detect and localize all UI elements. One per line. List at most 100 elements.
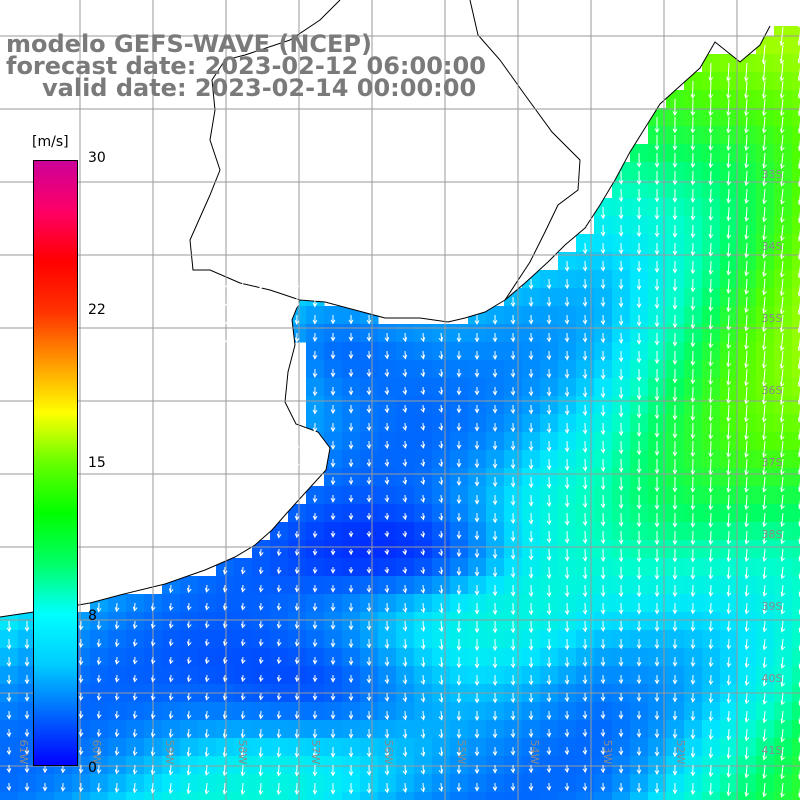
wind-arrow bbox=[276, 584, 282, 593]
wind-arrow bbox=[222, 746, 228, 758]
wind-arrow bbox=[690, 530, 696, 546]
wind-arrow bbox=[636, 170, 642, 185]
wind-arrow bbox=[654, 386, 660, 402]
wind-arrow bbox=[366, 602, 372, 613]
wind-arrow bbox=[618, 422, 624, 437]
wind-arrow bbox=[96, 638, 102, 648]
wind-arrow bbox=[726, 782, 732, 797]
wind-arrow bbox=[780, 80, 785, 99]
wind-arrow bbox=[420, 746, 426, 757]
wind-arrow bbox=[222, 782, 228, 795]
wind-arrow bbox=[492, 350, 498, 361]
wind-arrow bbox=[240, 692, 246, 701]
wind-arrow bbox=[546, 494, 552, 508]
wind-arrow bbox=[636, 746, 642, 757]
wind-arrow bbox=[744, 440, 749, 458]
wind-arrow bbox=[456, 494, 462, 505]
wind-arrow bbox=[24, 638, 30, 650]
wind-arrow bbox=[114, 764, 120, 775]
longitude-label: 60W bbox=[90, 740, 103, 765]
wind-arrow bbox=[348, 350, 354, 360]
wind-speed-cell bbox=[792, 306, 800, 325]
wind-arrow bbox=[420, 476, 426, 486]
wind-speed-cell bbox=[342, 792, 361, 800]
latitude-label: 41S bbox=[762, 744, 783, 757]
wind-arrow bbox=[582, 782, 588, 792]
wind-arrow bbox=[708, 674, 714, 686]
wind-arrow bbox=[384, 368, 390, 378]
wind-arrow bbox=[528, 530, 534, 543]
wind-arrow bbox=[618, 566, 624, 580]
wind-speed-cell bbox=[792, 270, 800, 289]
wind-arrow bbox=[294, 764, 300, 777]
wind-arrow bbox=[474, 764, 480, 775]
wind-arrow bbox=[312, 332, 318, 342]
wind-arrow bbox=[366, 710, 372, 720]
wind-arrow bbox=[222, 584, 228, 593]
wind-speed-cell bbox=[792, 108, 800, 127]
wind-arrow bbox=[456, 710, 462, 722]
wind-arrow bbox=[708, 746, 714, 759]
wind-arrow bbox=[330, 548, 336, 556]
wind-arrow bbox=[474, 602, 480, 615]
wind-arrow bbox=[690, 782, 696, 796]
wind-arrow bbox=[600, 728, 606, 738]
wind-arrow bbox=[366, 566, 372, 574]
wind-arrow bbox=[726, 710, 732, 723]
wind-arrow bbox=[744, 782, 750, 797]
wind-arrow bbox=[600, 422, 606, 436]
wind-arrow bbox=[456, 386, 462, 396]
wind-arrow bbox=[582, 332, 588, 343]
wind-arrow bbox=[330, 368, 336, 378]
wind-arrow bbox=[726, 296, 732, 313]
wind-arrow bbox=[240, 602, 246, 611]
wind-arrow bbox=[528, 656, 534, 669]
wind-arrow bbox=[312, 404, 318, 415]
wind-arrow bbox=[78, 656, 84, 666]
wind-arrow bbox=[438, 710, 444, 721]
wind-arrow bbox=[600, 458, 606, 473]
wind-arrow bbox=[546, 512, 552, 526]
wind-speed-cell bbox=[504, 792, 523, 800]
wind-arrow bbox=[78, 620, 84, 631]
wind-arrow bbox=[294, 314, 300, 325]
wind-arrow bbox=[276, 602, 282, 611]
wind-arrow bbox=[744, 386, 749, 405]
wind-speed-cell bbox=[594, 792, 613, 800]
wind-arrow bbox=[330, 656, 336, 666]
wind-arrow bbox=[762, 404, 767, 423]
wind-arrow bbox=[690, 404, 696, 421]
wind-arrow bbox=[96, 674, 102, 683]
wind-arrow bbox=[654, 548, 660, 563]
wind-arrow bbox=[348, 404, 354, 414]
wind-arrow bbox=[528, 494, 534, 507]
latitude-labels: 33S 34S 35S 36S 37S 38S 39S 40S 41S bbox=[762, 168, 783, 757]
wind-arrow bbox=[132, 674, 138, 683]
wind-arrow bbox=[258, 656, 264, 665]
wind-arrow bbox=[762, 638, 768, 651]
wind-arrow bbox=[204, 728, 210, 739]
wind-arrow bbox=[546, 746, 552, 756]
wind-arrow bbox=[726, 242, 732, 258]
wind-arrow bbox=[546, 692, 552, 703]
wind-arrow bbox=[582, 386, 588, 398]
wind-arrow bbox=[294, 620, 300, 630]
wind-arrow bbox=[798, 139, 800, 152]
wind-arrow bbox=[726, 638, 732, 650]
wind-arrow bbox=[294, 584, 300, 593]
wind-arrow bbox=[690, 80, 696, 99]
wind-arrow bbox=[708, 476, 714, 493]
wind-arrow bbox=[276, 656, 282, 665]
wind-arrow bbox=[780, 368, 785, 388]
wind-arrow bbox=[402, 674, 408, 685]
wind-arrow bbox=[528, 566, 534, 579]
wind-arrow bbox=[618, 170, 624, 185]
wind-speed-cell bbox=[792, 288, 800, 307]
wind-arrow bbox=[330, 710, 336, 720]
wind-arrow bbox=[636, 404, 642, 419]
wind-arrow bbox=[474, 368, 480, 378]
wind-speed-cell bbox=[522, 792, 541, 800]
wind-arrow bbox=[690, 188, 696, 203]
wind-arrow bbox=[240, 746, 246, 758]
wind-arrow bbox=[726, 368, 732, 386]
